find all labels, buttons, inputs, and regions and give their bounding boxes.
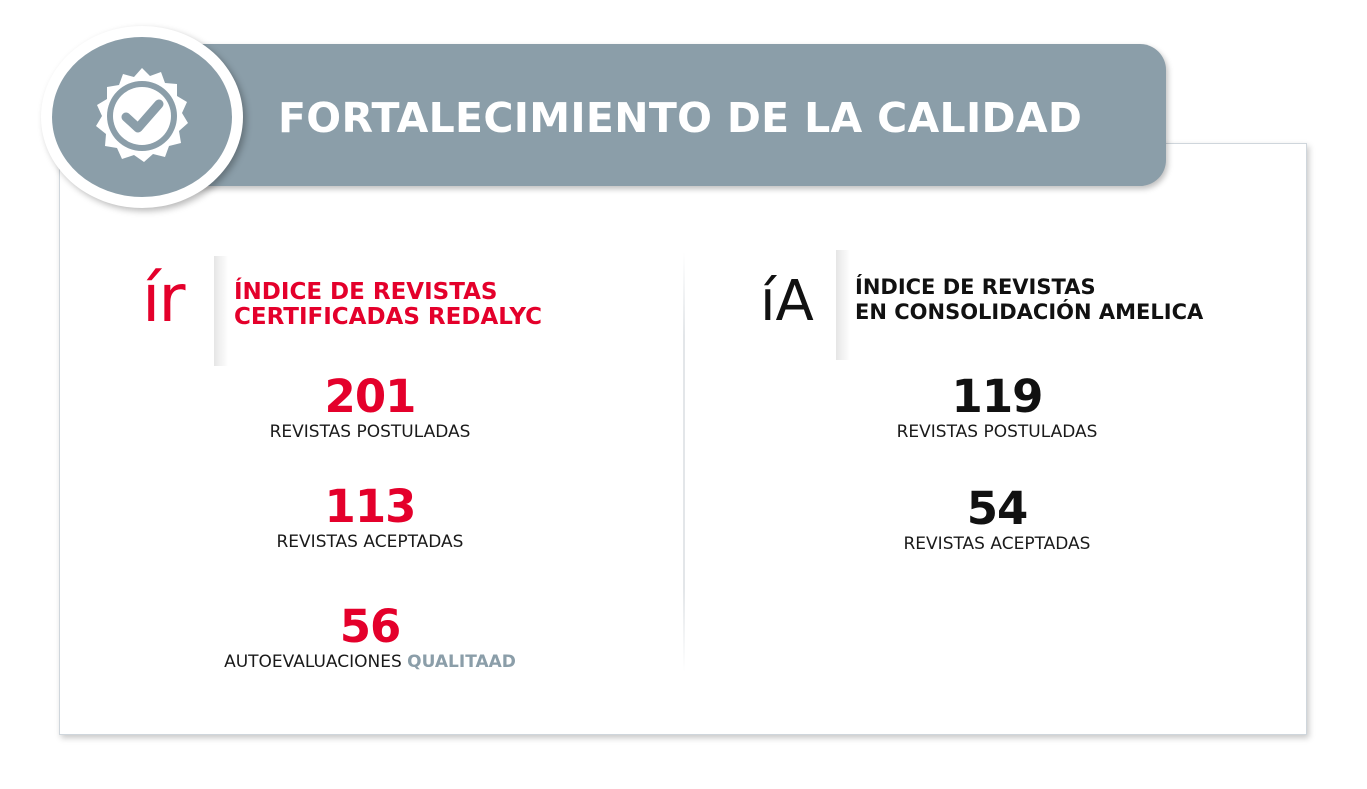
stat-label: REVISTAS ACEPTADAS xyxy=(903,534,1091,554)
stat-label: REVISTAS POSTULADAS xyxy=(896,422,1098,442)
check-seal-icon xyxy=(96,68,188,162)
stat-value: 201 xyxy=(324,370,417,423)
stat-postuladas-redalyc: 201 REVISTAS POSTULADAS xyxy=(160,370,580,443)
redalyc-index-title: ÍNDICE DE REVISTAS CERTIFICADAS REDALYC xyxy=(234,280,542,330)
column-divider xyxy=(683,252,685,672)
stat-value: 119 xyxy=(951,370,1044,423)
page-title: FORTALECIMIENTO DE LA CALIDAD xyxy=(278,94,1083,142)
stat-label: REVISTAS ACEPTADAS xyxy=(276,532,464,552)
stat-value: 113 xyxy=(324,480,417,533)
redalyc-index-logo: ír xyxy=(142,260,186,337)
redalyc-title-line1: ÍNDICE DE REVISTAS xyxy=(234,279,498,305)
stat-aceptadas-amelica: 54 REVISTAS ACEPTADAS xyxy=(787,482,1207,555)
stat-label: REVISTAS POSTULADAS xyxy=(269,422,471,442)
logo-separator xyxy=(214,256,228,366)
stat-value: 54 xyxy=(966,482,1029,535)
qualitaad-label: QUALITAAD xyxy=(407,652,516,672)
stat-value: 56 xyxy=(339,600,402,653)
stat-label: AUTOEVALUACIONES QUALITAAD xyxy=(160,652,580,672)
amelica-index-logo: íA xyxy=(760,269,814,334)
stat-aceptadas-redalyc: 113 REVISTAS ACEPTADAS xyxy=(160,480,580,553)
amelica-index-title: ÍNDICE DE REVISTAS EN CONSOLIDACIÓN AMEL… xyxy=(855,275,1203,325)
stat-autoevaluaciones: 56 AUTOEVALUACIONES QUALITAAD xyxy=(160,600,580,673)
stat-label-text: AUTOEVALUACIONES xyxy=(224,652,402,672)
redalyc-title-line2: CERTIFICADAS REDALYC xyxy=(234,304,543,330)
header-banner xyxy=(122,44,1166,186)
stat-postuladas-amelica: 119 REVISTAS POSTULADAS xyxy=(787,370,1207,443)
logo-separator xyxy=(836,250,850,360)
amelica-title-line2: EN CONSOLIDACIÓN AMELICA xyxy=(855,300,1204,324)
amelica-title-line1: ÍNDICE DE REVISTAS xyxy=(855,275,1096,299)
